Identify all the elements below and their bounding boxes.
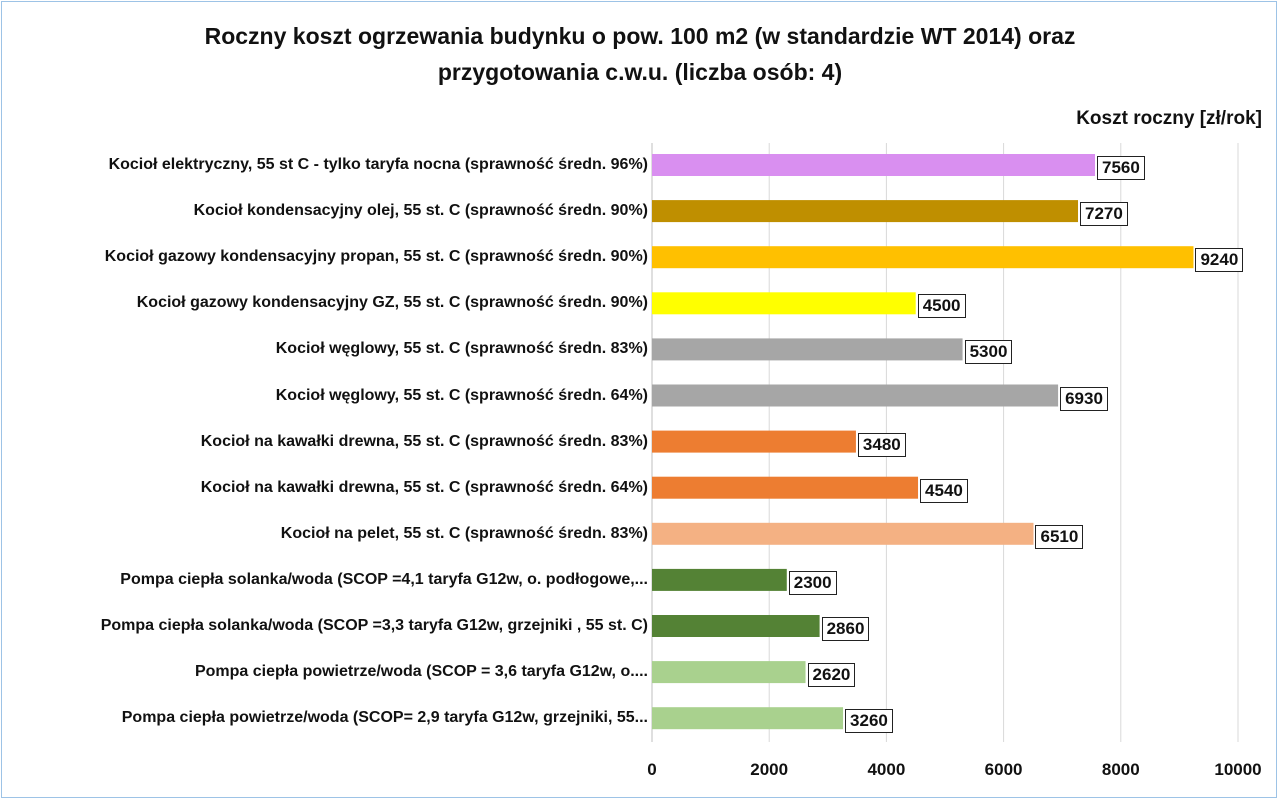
bar: [652, 246, 1194, 269]
data-label: 5300: [964, 340, 1013, 365]
chart-title: Roczny koszt ogrzewania budynku o pow. 1…: [0, 18, 1280, 90]
x-tick-label: 6000: [984, 760, 1023, 779]
category-label: Pompa ciepła powietrze/woda (SCOP = 3,6 …: [194, 663, 648, 681]
bar: [652, 430, 856, 453]
bar: [652, 522, 1034, 545]
bar: [652, 154, 1096, 176]
category-label: Kocioł węglowy, 55 st. C (sprawność śred…: [275, 386, 648, 404]
data-label: 9240: [1195, 248, 1244, 273]
x-axis-label: Koszt roczny [zł/rok]: [1076, 108, 1262, 129]
bar: [652, 661, 806, 684]
data-label: 2620: [807, 663, 856, 688]
x-tick-label: 4000: [867, 760, 906, 779]
bar: [652, 292, 916, 315]
category-label: Kocioł elektryczny, 55 st C - tylko tary…: [108, 156, 648, 173]
data-label: 7560: [1097, 156, 1145, 180]
category-label: Kocioł na pelet, 55 st. C (sprawność śre…: [280, 524, 648, 542]
bar: [652, 200, 1079, 223]
data-label: 4540: [920, 478, 968, 503]
bar: [652, 338, 963, 361]
chart-title-line-1: Roczny koszt ogrzewania budynku o pow. 1…: [204, 23, 1076, 49]
category-label: Pompa ciepła powietrze/woda (SCOP= 2,9 t…: [121, 709, 648, 727]
data-label: 4500: [917, 294, 966, 319]
data-label: 3260: [845, 709, 893, 734]
category-label: Kocioł węglowy, 55 st. C (sprawność śred…: [275, 340, 648, 358]
category-label: Kocioł kondensacyjny olej, 55 st. C (spr…: [193, 202, 648, 220]
data-label: 7270: [1080, 202, 1128, 227]
x-tick-label: 2000: [750, 760, 789, 779]
category-label: Kocioł na kawałki drewna, 55 st. C (spra…: [200, 432, 648, 450]
bar: [652, 615, 820, 637]
x-tick-label: 10000: [1214, 760, 1262, 779]
data-label: 6510: [1035, 524, 1084, 549]
x-tick-label: 8000: [1101, 760, 1140, 779]
category-label: Pompa ciepła solanka/woda (SCOP =4,1 tar…: [120, 570, 648, 588]
data-label: 2860: [821, 617, 870, 641]
category-label: Kocioł gazowy kondensacyjny propan, 55 s…: [104, 248, 648, 266]
category-label: Kocioł na kawałki drewna, 55 st. C (spra…: [200, 478, 648, 496]
data-label: 3480: [857, 432, 906, 457]
data-label: 2300: [788, 570, 837, 595]
bar: [652, 707, 844, 730]
bar: [652, 384, 1059, 407]
x-tick-label: 0: [647, 760, 657, 779]
category-label: Pompa ciepła solanka/woda (SCOP =3,3 tar…: [100, 617, 648, 634]
category-label: Kocioł gazowy kondensacyjny GZ, 55 st. C…: [136, 294, 648, 312]
data-label: 6930: [1060, 386, 1108, 411]
bar: [652, 568, 787, 591]
chart-title-line-2: przygotowania c.w.u. (liczba osób: 4): [437, 59, 843, 85]
bar: [652, 476, 919, 499]
